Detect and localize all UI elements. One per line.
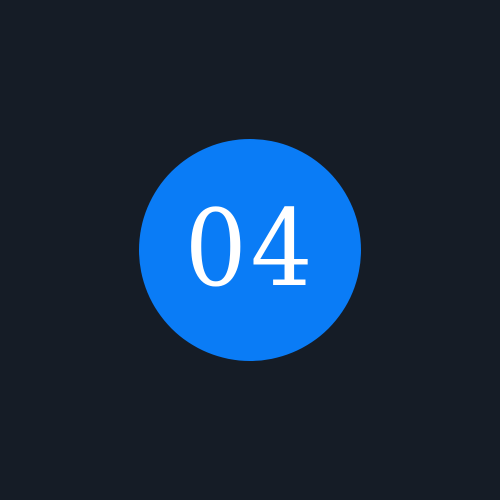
badge-number: 04 <box>184 187 316 310</box>
number-badge: 04 <box>139 139 361 361</box>
